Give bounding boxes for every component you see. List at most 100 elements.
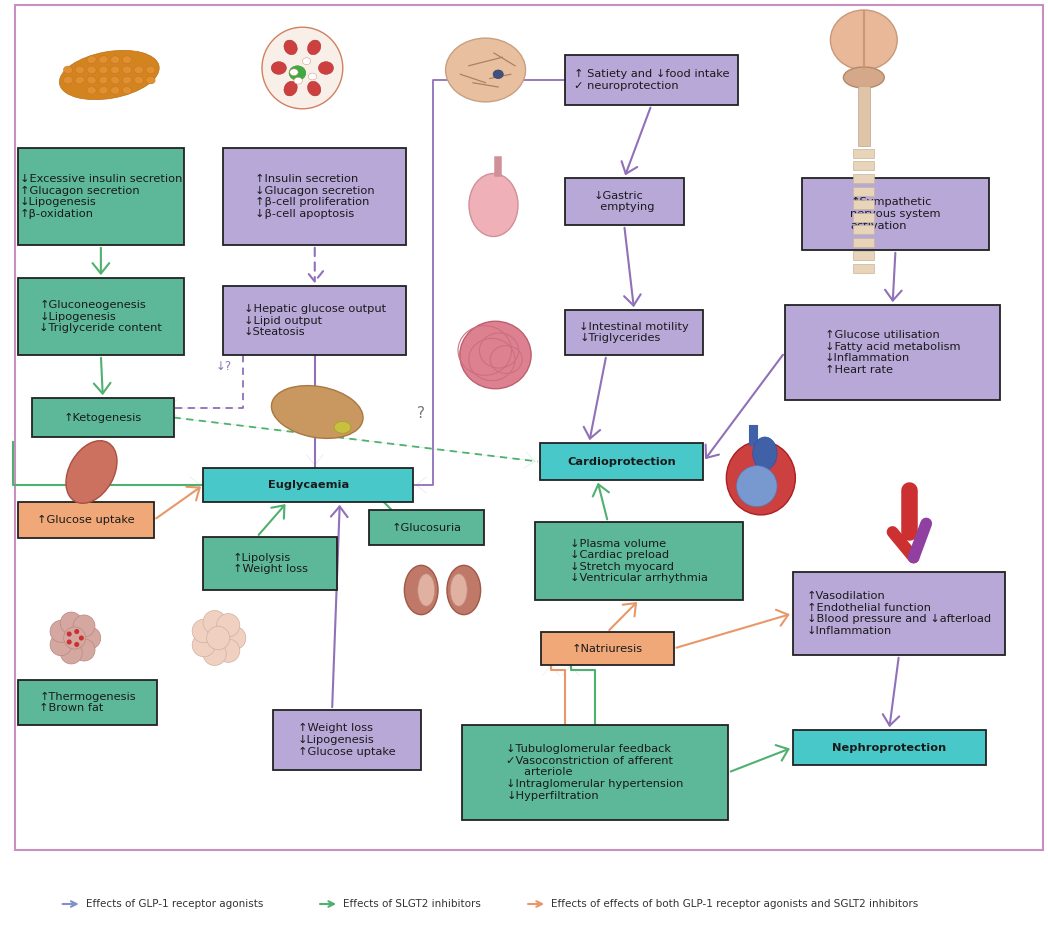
Text: Nephroprotection: Nephroprotection [832,742,946,752]
Ellipse shape [123,56,132,63]
FancyBboxPatch shape [18,502,154,538]
Text: ↑Vasodilation
↑Endothelial function
↓Blood pressure and ↓afterload
↓Inflammation: ↑Vasodilation ↑Endothelial function ↓Blo… [807,591,991,636]
Bar [858,86,870,147]
Text: ↓Gastric
  emptying: ↓Gastric emptying [593,191,655,212]
Ellipse shape [134,76,144,84]
Bar [853,225,874,234]
Text: ↑Lipolysis
↑Weight loss: ↑Lipolysis ↑Weight loss [233,552,308,575]
FancyBboxPatch shape [203,537,337,590]
Circle shape [203,610,226,634]
FancyBboxPatch shape [369,510,483,545]
Ellipse shape [271,386,363,438]
Text: ↑Ketogenesis: ↑Ketogenesis [64,413,141,422]
Text: ↓Hepatic glucose output
↓Lipid output
↓Steatosis: ↓Hepatic glucose output ↓Lipid output ↓S… [244,304,386,337]
Ellipse shape [87,86,96,94]
Text: ↑Sympathetic
nervous system
activation: ↑Sympathetic nervous system activation [850,197,941,231]
FancyBboxPatch shape [536,522,743,600]
Text: Cardioprotection: Cardioprotection [567,457,676,467]
Bar [853,187,874,196]
Circle shape [67,640,71,644]
Ellipse shape [111,76,119,84]
Ellipse shape [737,466,777,507]
Text: ↑Weight loss
↓Lipogenesis
↑Glucose uptake: ↑Weight loss ↓Lipogenesis ↑Glucose uptak… [298,724,396,757]
Circle shape [206,626,230,650]
Circle shape [217,639,240,662]
Ellipse shape [460,321,531,389]
Circle shape [79,627,101,649]
Circle shape [79,635,84,641]
Ellipse shape [294,77,303,84]
FancyBboxPatch shape [792,572,1005,655]
Circle shape [73,639,95,661]
FancyBboxPatch shape [565,55,738,105]
FancyBboxPatch shape [18,278,183,355]
Text: ?: ? [417,405,425,420]
Circle shape [192,619,215,643]
Ellipse shape [99,66,108,73]
Ellipse shape [134,66,144,73]
Ellipse shape [494,70,503,78]
Ellipse shape [271,61,286,74]
Ellipse shape [405,565,438,615]
Ellipse shape [87,76,96,84]
Circle shape [67,631,71,636]
Ellipse shape [64,66,72,73]
Ellipse shape [289,69,299,75]
Ellipse shape [307,81,321,96]
Text: ↑ Satiety and ↓food intake
✓ neuroprotection: ↑ Satiety and ↓food intake ✓ neuroprotec… [573,69,729,91]
Circle shape [64,627,86,649]
Bar [853,162,874,170]
Ellipse shape [99,86,108,94]
Bar [853,263,874,272]
Ellipse shape [308,73,316,80]
Ellipse shape [123,76,132,84]
FancyBboxPatch shape [223,286,407,355]
Text: ↓Excessive insulin secretion
↑Glucagon secretion
↓Lipogenesis
↑β-oxidation: ↓Excessive insulin secretion ↑Glucagon s… [20,174,182,219]
Ellipse shape [470,174,518,236]
Ellipse shape [75,76,85,84]
Ellipse shape [752,437,777,470]
Bar [853,174,874,183]
Ellipse shape [99,76,108,84]
Ellipse shape [111,86,119,94]
FancyBboxPatch shape [18,680,157,725]
FancyBboxPatch shape [540,443,703,480]
Circle shape [74,642,80,647]
Text: ↑Natriuresis: ↑Natriuresis [572,644,642,654]
Bar [853,149,874,158]
FancyBboxPatch shape [785,305,1001,400]
Bar [853,200,874,208]
Ellipse shape [284,81,298,96]
Circle shape [203,642,226,666]
Ellipse shape [334,421,351,433]
Text: ↑Glucosuria: ↑Glucosuria [391,523,461,533]
FancyBboxPatch shape [223,148,407,245]
Circle shape [61,612,82,634]
Circle shape [192,633,215,657]
Ellipse shape [75,66,85,73]
Ellipse shape [726,441,795,515]
Text: Effects of SLGT2 inhibitors: Effects of SLGT2 inhibitors [343,899,481,909]
FancyBboxPatch shape [565,178,683,225]
Text: Effects of GLP-1 receptor agonists: Effects of GLP-1 receptor agonists [86,899,263,909]
Ellipse shape [66,441,117,503]
Text: ↑Glucose utilisation
↓Fatty acid metabolism
↓Inflammation
↑Heart rate: ↑Glucose utilisation ↓Fatty acid metabol… [825,330,960,375]
Ellipse shape [110,56,119,63]
Circle shape [50,633,72,656]
Circle shape [222,626,246,650]
Ellipse shape [146,76,155,84]
Ellipse shape [451,574,467,606]
Bar [853,212,874,221]
Ellipse shape [307,40,321,55]
FancyBboxPatch shape [565,310,703,355]
FancyBboxPatch shape [18,148,183,245]
Ellipse shape [830,10,897,70]
Text: ↓?: ↓? [215,360,232,373]
Ellipse shape [123,66,132,73]
FancyBboxPatch shape [792,730,985,765]
Ellipse shape [87,56,96,63]
Circle shape [73,615,95,637]
Ellipse shape [319,61,333,74]
Ellipse shape [99,56,108,63]
Text: Effects of effects of both GLP-1 receptor agonists and SGLT2 inhibitors: Effects of effects of both GLP-1 recepto… [551,899,918,909]
